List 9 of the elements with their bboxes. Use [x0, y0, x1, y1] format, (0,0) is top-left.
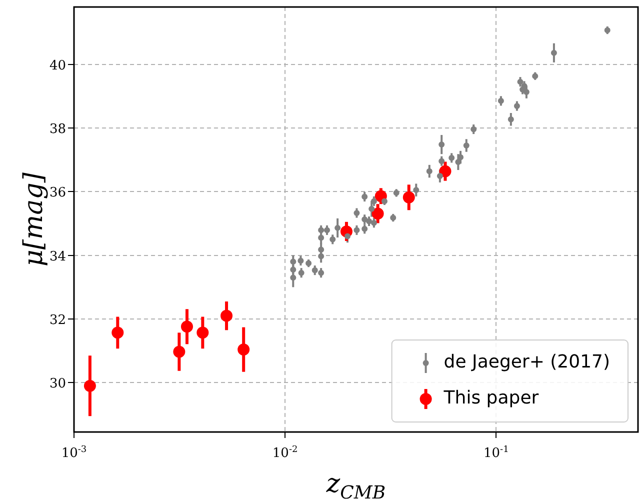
legend-label: This paper [442, 388, 540, 409]
y-tick-label: 32 [49, 312, 66, 328]
y-tick-label: 30 [49, 376, 66, 392]
y-tick-label: 40 [49, 58, 66, 74]
y-tick-label: 38 [49, 122, 66, 137]
legend-label: de Jaeger+ (2017) [444, 352, 610, 373]
y-tick-label: 34 [49, 249, 66, 264]
y-tick-label: 36 [49, 186, 66, 201]
y-axis-title: μ[mag] [19, 172, 49, 266]
